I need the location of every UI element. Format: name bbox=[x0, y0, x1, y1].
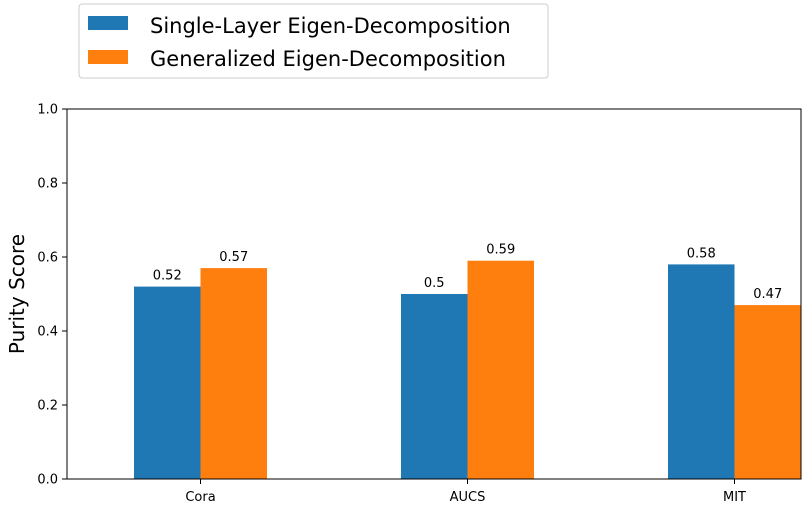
y-ticks: 0.0 0.2 0.4 0.6 0.8 1.0 bbox=[37, 103, 67, 488]
y-axis-label: Purity Score bbox=[5, 234, 29, 354]
bar-generalized-mit bbox=[734, 305, 801, 479]
bar-single-layer-mit bbox=[668, 264, 735, 479]
legend: Single-Layer Eigen-Decomposition General… bbox=[78, 3, 549, 79]
bar-value-label: 0.57 bbox=[219, 250, 248, 265]
bar-value-label: 0.52 bbox=[153, 269, 182, 284]
x-tick-label: MIT bbox=[723, 490, 746, 505]
bar-generalized-aucs bbox=[467, 260, 534, 479]
bar-labels: 0.52 0.5 0.58 0.57 0.59 0.47 bbox=[153, 243, 782, 302]
y-tick-label: 0.0 bbox=[37, 473, 58, 488]
bar-generalized-cora bbox=[200, 268, 267, 479]
legend-swatch-single-layer bbox=[88, 16, 128, 30]
y-tick-label: 0.6 bbox=[37, 251, 58, 266]
x-tick-label: AUCS bbox=[450, 490, 486, 505]
bar-value-label: 0.5 bbox=[424, 276, 445, 291]
legend-swatch-generalized bbox=[88, 50, 128, 64]
y-tick-label: 0.8 bbox=[37, 177, 58, 192]
bar-single-layer-cora bbox=[134, 286, 201, 479]
y-tick-label: 1.0 bbox=[37, 103, 58, 118]
legend-frame bbox=[78, 3, 549, 79]
plot-frame bbox=[66, 108, 802, 480]
legend-label-generalized: Generalized Eigen-Decomposition bbox=[150, 47, 506, 71]
bar-value-label: 0.47 bbox=[753, 287, 782, 302]
bar-value-label: 0.59 bbox=[486, 243, 515, 258]
y-tick-label: 0.2 bbox=[37, 399, 58, 414]
legend-label-single-layer: Single-Layer Eigen-Decomposition bbox=[150, 14, 511, 38]
bars bbox=[134, 260, 801, 479]
x-ticks: Cora AUCS MIT bbox=[185, 479, 746, 505]
bar-value-label: 0.58 bbox=[687, 246, 716, 261]
x-tick-label: Cora bbox=[185, 490, 215, 505]
bar-single-layer-aucs bbox=[401, 294, 468, 479]
y-tick-label: 0.4 bbox=[37, 325, 58, 340]
